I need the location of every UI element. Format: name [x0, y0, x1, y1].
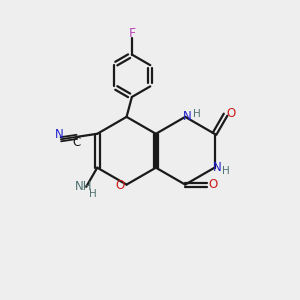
Text: F: F — [128, 27, 136, 40]
Text: H: H — [89, 189, 97, 199]
Text: O: O — [116, 179, 125, 192]
Text: N: N — [212, 161, 221, 174]
Text: N: N — [55, 128, 64, 141]
Text: NH: NH — [75, 180, 93, 193]
Text: O: O — [208, 178, 217, 191]
Text: C: C — [73, 136, 81, 149]
Text: O: O — [226, 107, 236, 120]
Text: N: N — [183, 110, 192, 123]
Text: H: H — [193, 109, 200, 119]
Text: H: H — [222, 166, 230, 176]
